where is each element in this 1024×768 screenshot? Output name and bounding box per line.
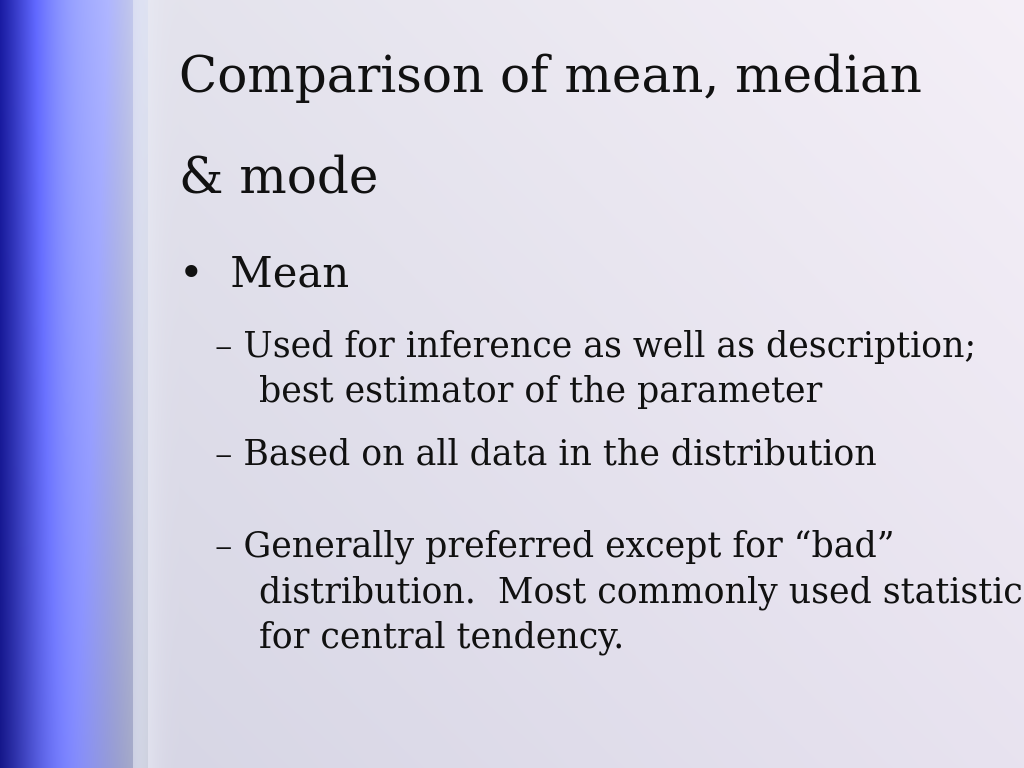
Text: Comparison of mean, median: Comparison of mean, median [179, 54, 922, 103]
Text: – Generally preferred except for “bad”
    distribution.  Most commonly used sta: – Generally preferred except for “bad” d… [215, 530, 1023, 655]
Text: & mode: & mode [179, 154, 379, 203]
Text: •  Mean: • Mean [179, 253, 349, 296]
Text: – Used for inference as well as description;
    best estimator of the parameter: – Used for inference as well as descript… [215, 330, 976, 409]
Text: – Based on all data in the distribution: – Based on all data in the distribution [215, 438, 877, 472]
